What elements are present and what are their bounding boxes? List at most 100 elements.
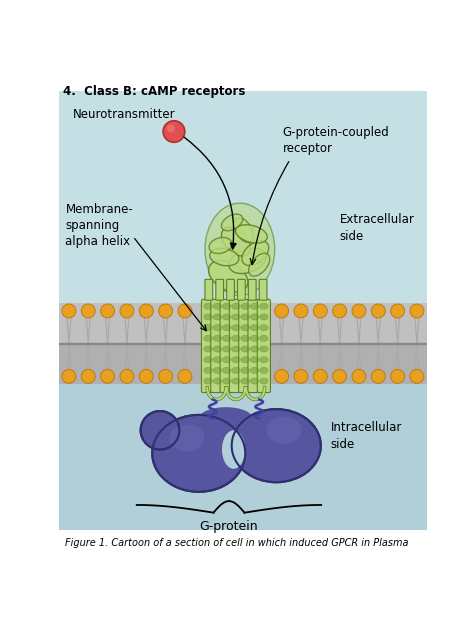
Circle shape	[167, 125, 175, 133]
FancyBboxPatch shape	[211, 299, 224, 392]
Ellipse shape	[241, 367, 249, 373]
Ellipse shape	[241, 335, 249, 341]
Ellipse shape	[249, 253, 270, 276]
Ellipse shape	[260, 303, 268, 309]
Ellipse shape	[152, 415, 245, 492]
FancyBboxPatch shape	[237, 280, 245, 300]
FancyBboxPatch shape	[239, 299, 252, 392]
Ellipse shape	[229, 248, 266, 274]
Circle shape	[352, 370, 366, 384]
Ellipse shape	[250, 325, 259, 331]
Circle shape	[178, 370, 192, 384]
FancyBboxPatch shape	[220, 299, 233, 392]
Polygon shape	[59, 303, 427, 344]
FancyBboxPatch shape	[216, 280, 224, 300]
Ellipse shape	[222, 367, 231, 373]
Ellipse shape	[222, 356, 231, 363]
FancyBboxPatch shape	[227, 280, 235, 300]
Ellipse shape	[234, 218, 253, 242]
Ellipse shape	[260, 346, 268, 352]
Ellipse shape	[250, 303, 259, 309]
Ellipse shape	[232, 409, 321, 482]
Text: Intracellular
side: Intracellular side	[330, 421, 402, 451]
Text: 4.  Class B: cAMP receptors: 4. Class B: cAMP receptors	[63, 84, 246, 98]
Circle shape	[163, 120, 185, 142]
Ellipse shape	[170, 425, 205, 451]
Polygon shape	[59, 91, 427, 303]
Circle shape	[410, 370, 424, 384]
Ellipse shape	[204, 367, 212, 373]
Ellipse shape	[260, 335, 268, 341]
Ellipse shape	[232, 325, 240, 331]
Ellipse shape	[232, 356, 240, 363]
Circle shape	[81, 304, 95, 318]
Ellipse shape	[213, 325, 222, 331]
Circle shape	[120, 370, 134, 384]
Text: Figure 1. Cartoon of a section of cell in which induced GPCR in Plasma: Figure 1. Cartoon of a section of cell i…	[65, 538, 409, 548]
Ellipse shape	[221, 227, 250, 256]
Circle shape	[391, 370, 405, 384]
FancyBboxPatch shape	[248, 299, 261, 392]
Text: Membrane-
spanning
alpha helix: Membrane- spanning alpha helix	[65, 203, 133, 248]
Ellipse shape	[222, 335, 231, 341]
Circle shape	[333, 370, 346, 384]
Ellipse shape	[241, 356, 249, 363]
Ellipse shape	[232, 335, 240, 341]
Ellipse shape	[213, 356, 222, 363]
Circle shape	[333, 304, 346, 318]
Ellipse shape	[209, 238, 232, 254]
Ellipse shape	[213, 314, 222, 320]
Circle shape	[371, 370, 385, 384]
Ellipse shape	[260, 314, 268, 320]
Ellipse shape	[204, 356, 212, 363]
Ellipse shape	[213, 335, 222, 341]
Circle shape	[159, 370, 173, 384]
Ellipse shape	[204, 346, 212, 352]
Ellipse shape	[213, 378, 222, 384]
Ellipse shape	[232, 378, 240, 384]
FancyBboxPatch shape	[201, 299, 215, 392]
Ellipse shape	[260, 325, 268, 331]
Circle shape	[274, 304, 289, 318]
Circle shape	[294, 370, 308, 384]
Ellipse shape	[204, 325, 212, 331]
Ellipse shape	[221, 214, 243, 231]
Ellipse shape	[222, 378, 231, 384]
Text: Extracellular
side: Extracellular side	[340, 213, 415, 243]
Circle shape	[81, 370, 95, 384]
Polygon shape	[59, 384, 427, 531]
Ellipse shape	[250, 356, 259, 363]
Circle shape	[313, 370, 327, 384]
Circle shape	[62, 304, 76, 318]
Circle shape	[100, 370, 115, 384]
Ellipse shape	[241, 325, 249, 331]
Circle shape	[141, 411, 179, 450]
Ellipse shape	[205, 203, 275, 295]
Text: Neurotransmitter: Neurotransmitter	[73, 108, 176, 122]
Ellipse shape	[210, 249, 239, 266]
FancyBboxPatch shape	[259, 280, 267, 300]
Ellipse shape	[204, 303, 212, 309]
Circle shape	[371, 304, 385, 318]
Ellipse shape	[209, 261, 248, 292]
FancyBboxPatch shape	[229, 299, 243, 392]
Ellipse shape	[250, 367, 259, 373]
Text: G-protein: G-protein	[200, 520, 258, 533]
Circle shape	[62, 370, 76, 384]
Ellipse shape	[241, 378, 249, 384]
Circle shape	[391, 304, 405, 318]
FancyBboxPatch shape	[257, 299, 271, 392]
Circle shape	[313, 304, 327, 318]
Ellipse shape	[204, 335, 212, 341]
Ellipse shape	[250, 335, 259, 341]
Ellipse shape	[250, 314, 259, 320]
Text: G-protein-coupled
receptor: G-protein-coupled receptor	[283, 126, 389, 155]
Ellipse shape	[213, 367, 222, 373]
Ellipse shape	[250, 346, 259, 352]
Circle shape	[120, 304, 134, 318]
Ellipse shape	[266, 417, 301, 444]
Ellipse shape	[260, 378, 268, 384]
Ellipse shape	[222, 430, 245, 469]
Ellipse shape	[241, 303, 249, 309]
Circle shape	[159, 304, 173, 318]
